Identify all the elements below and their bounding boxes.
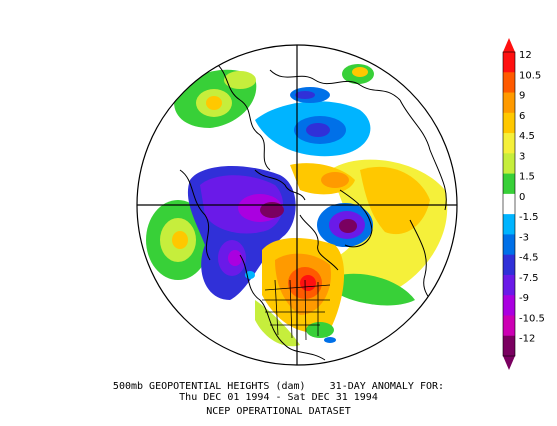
colorbar-swatch: [503, 193, 515, 215]
colorbar-label: -4.5: [519, 253, 539, 264]
colorbar: 12 10.5 9 6 4.5 3 1.5 0 -1.5 -3 -4.5 -7.5 -9 -10.5 -12: [502, 38, 545, 370]
polar-map: [136, 44, 458, 366]
colorbar-swatch: [503, 274, 515, 296]
colorbar-swatch: [503, 214, 515, 235]
colorbar-swatch: [503, 173, 515, 195]
colorbar-label: 1.5: [519, 172, 535, 183]
colorbar-swatch: [503, 315, 515, 337]
caption-dataset: NCEP OPERATIONAL DATASET: [206, 406, 351, 417]
caption-dates: Thu DEC 01 1994 - Sat DEC 31 1994: [179, 392, 378, 403]
colorbar-label: -10.5: [519, 313, 545, 324]
colorbar-swatch: [503, 153, 515, 175]
colorbar-label: 12: [519, 50, 532, 61]
colorbar-swatch: [503, 234, 515, 256]
colorbar-label: 9: [519, 91, 525, 102]
colorbar-label: -12: [519, 334, 535, 345]
colorbar-swatch: [503, 335, 515, 357]
colorbar-swatch: [503, 112, 515, 134]
colorbar-swatch: [503, 92, 515, 114]
colorbar-label: -9: [519, 293, 529, 304]
colorbar-swatch: [503, 254, 515, 276]
colorbar-label: 6: [519, 111, 525, 122]
colorbar-swatch: [503, 72, 515, 94]
colorbar-label: -7.5: [519, 273, 539, 284]
colorbar-swatch: [503, 52, 515, 73]
grid-lines: [137, 45, 457, 365]
colorbar-label: 4.5: [519, 131, 535, 142]
colorbar-label: 10.5: [519, 70, 541, 81]
map-boundary: [136, 44, 458, 366]
colorbar-arrow-top: [503, 38, 515, 52]
colorbar-label: 0: [519, 192, 525, 203]
colorbar-arrow-bottom: [503, 356, 515, 370]
colorbar-label: -3: [519, 232, 529, 243]
colorbar-label: -1.5: [519, 212, 539, 223]
colorbar-swatch: [503, 295, 515, 316]
anomaly-field: [146, 61, 448, 361]
colorbar-label: 3: [519, 151, 525, 162]
caption-title: 500mb GEOPOTENTIAL HEIGHTS (dam) 31-DAY …: [112, 381, 445, 392]
colorbar-swatch: [503, 133, 515, 154]
colorbar-outline: [502, 51, 516, 357]
coastlines: [179, 61, 447, 361]
